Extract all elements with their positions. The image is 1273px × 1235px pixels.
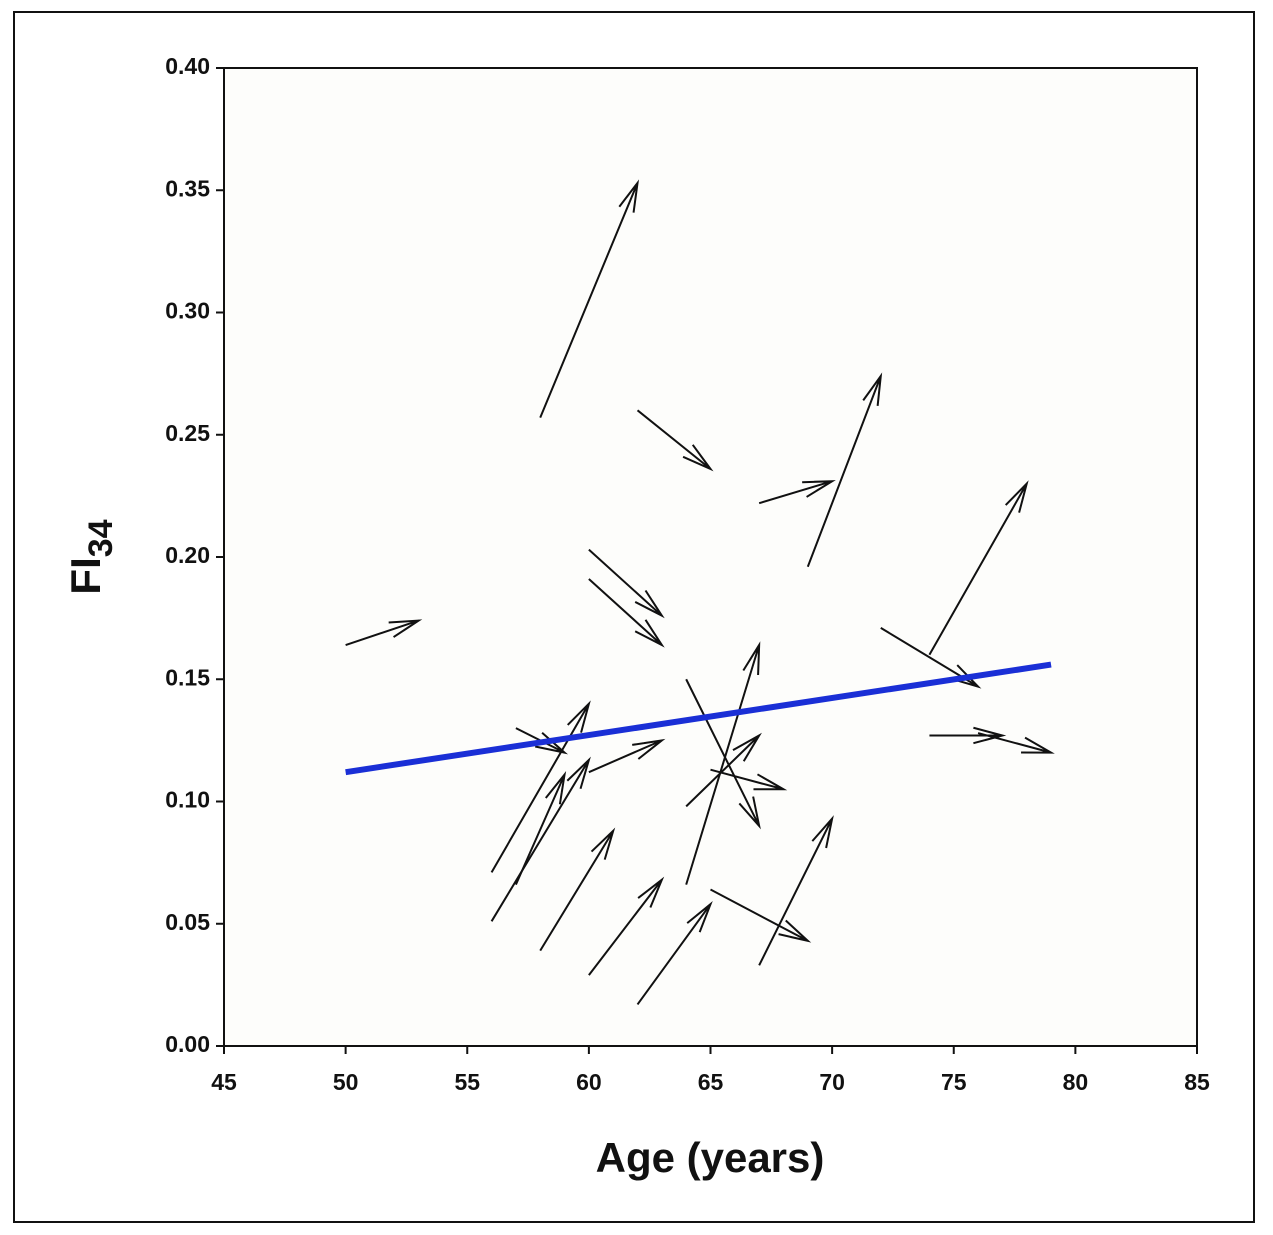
x-tick-label: 70 — [819, 1069, 845, 1095]
arrow — [490, 756, 591, 922]
arrow — [977, 732, 1055, 754]
y-axis-title-subscript: 34 — [82, 519, 120, 557]
arrow — [710, 888, 812, 943]
arrow — [685, 641, 761, 885]
arrow — [588, 876, 665, 976]
y-tick-label: 0.05 — [165, 909, 210, 935]
arrow — [588, 738, 666, 774]
arrow — [588, 548, 665, 619]
y-tick-label: 0.20 — [165, 542, 210, 568]
y-axis-title: FI34 — [62, 519, 120, 594]
x-tick-label: 85 — [1184, 1069, 1210, 1095]
arrow — [928, 480, 1029, 656]
fit-line — [345, 661, 1052, 776]
arrow — [539, 179, 640, 419]
y-tick-label: 0.00 — [165, 1031, 210, 1057]
arrow — [345, 619, 423, 646]
y-tick-label: 0.25 — [165, 420, 210, 446]
arrow — [758, 480, 836, 505]
arrow — [539, 827, 616, 952]
y-tick-label: 0.40 — [165, 53, 210, 79]
arrow — [636, 901, 713, 1006]
x-tick-label: 50 — [333, 1069, 359, 1095]
x-tick-label: 65 — [698, 1069, 724, 1095]
y-tick-label: 0.35 — [165, 175, 210, 201]
x-tick-label: 60 — [576, 1069, 602, 1095]
x-tick-label: 75 — [941, 1069, 967, 1095]
arrow — [710, 768, 788, 791]
x-tick-label: 55 — [454, 1069, 480, 1095]
y-tick-label: 0.15 — [165, 664, 210, 690]
plot-area — [223, 67, 1198, 1047]
arrow — [685, 732, 762, 808]
arrow — [588, 578, 665, 648]
arrow — [490, 700, 591, 873]
x-axis-title: Age (years) — [596, 1134, 825, 1181]
x-tick-label: 45 — [211, 1069, 237, 1095]
y-axis-title-main: FI — [62, 557, 109, 594]
y-tick-label: 0.30 — [165, 298, 210, 324]
y-tick-label: 0.10 — [165, 787, 210, 813]
arrow — [685, 678, 761, 830]
arrow — [636, 409, 714, 472]
arrow — [806, 372, 883, 568]
arrow — [758, 815, 834, 966]
x-tick-label: 80 — [1063, 1069, 1089, 1095]
